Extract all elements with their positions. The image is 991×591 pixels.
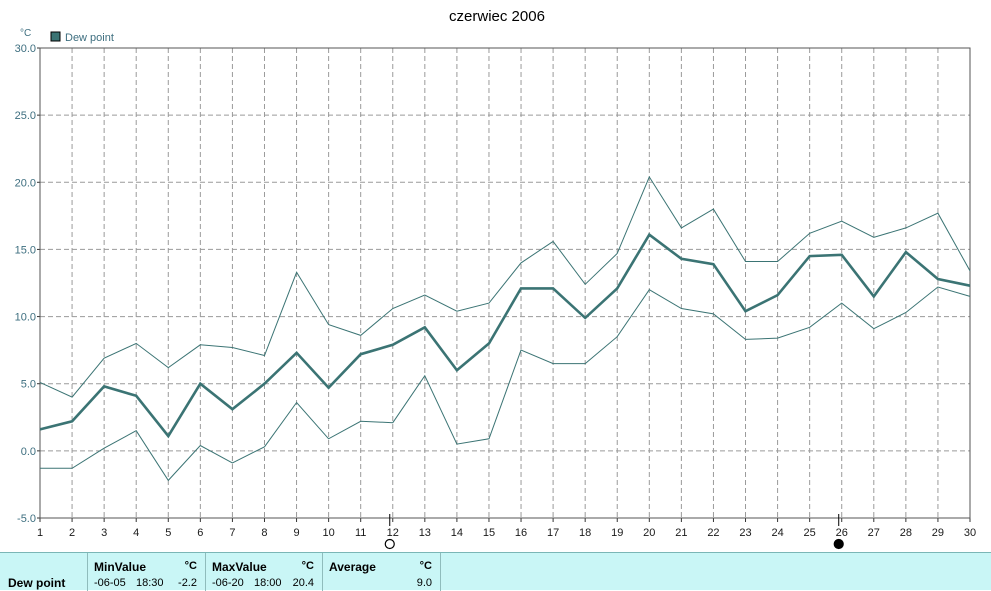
x-tick-label: 28 bbox=[900, 527, 912, 539]
x-tick-label: 26 bbox=[836, 527, 848, 539]
min-unit: °C bbox=[184, 560, 197, 572]
legend-swatch bbox=[50, 31, 61, 42]
x-tick-label: 19 bbox=[611, 527, 623, 539]
summary-max-cell: MaxValue °C -06-20 18:00 20.4 bbox=[206, 553, 323, 591]
x-tick-label: 2 bbox=[69, 527, 75, 539]
x-tick-label: 1 bbox=[37, 527, 43, 539]
x-tick-label: 25 bbox=[804, 527, 816, 539]
summary-row-label: Dew point bbox=[8, 576, 66, 590]
new-moon-icon bbox=[833, 538, 844, 550]
full-moon-icon bbox=[384, 538, 395, 550]
y-tick-label: 25.0 bbox=[15, 110, 36, 122]
x-tick-label: 8 bbox=[261, 527, 267, 539]
y-tick-label: 30.0 bbox=[15, 43, 36, 55]
summary-min-cell: MinValue °C -06-05 18:30 -2.2 bbox=[88, 553, 206, 591]
plot-frame bbox=[39, 47, 971, 519]
min-value: -2.2 bbox=[178, 577, 197, 589]
summary-avg-cell: Average °C 9.0 bbox=[323, 553, 441, 591]
x-tick-label: 24 bbox=[771, 527, 783, 539]
x-tick-label: 13 bbox=[419, 527, 431, 539]
y-tick-label: 5.0 bbox=[21, 379, 36, 391]
avg-value: 9.0 bbox=[416, 577, 432, 589]
plot-area: -5.00.05.010.015.020.025.030.01 2 3 4 5 6 7 8 9 1… bbox=[15, 43, 976, 550]
y-tick-label: -5.0 bbox=[17, 513, 36, 525]
y-tick-label: 20.0 bbox=[15, 177, 36, 189]
x-tick-label: 27 bbox=[868, 527, 880, 539]
x-tick-label: 12 bbox=[387, 527, 399, 539]
x-tick-label: 11 bbox=[355, 527, 366, 539]
x-tick-label: 16 bbox=[515, 527, 527, 539]
x-tick-label: 10 bbox=[322, 527, 334, 539]
y-axis-unit: °C bbox=[20, 28, 31, 39]
series-line-average bbox=[39, 232, 971, 439]
max-date: -06-20 bbox=[212, 577, 244, 589]
x-tick-label: 3 bbox=[101, 527, 107, 539]
x-tick-label: 14 bbox=[451, 527, 463, 539]
x-tick-label: 15 bbox=[483, 527, 495, 539]
y-tick-label: 0.0 bbox=[21, 446, 36, 458]
x-tick-label: 30 bbox=[964, 527, 976, 539]
avg-unit: °C bbox=[419, 560, 432, 572]
x-tick-label: 22 bbox=[707, 527, 719, 539]
x-tick-label: 7 bbox=[229, 527, 235, 539]
x-tick-label: 21 bbox=[675, 527, 687, 539]
x-tick-label: 18 bbox=[579, 527, 591, 539]
y-tick-label: 10.0 bbox=[15, 312, 36, 324]
y-tick-label: 15.0 bbox=[15, 244, 36, 256]
summary-panel: Dew point MinValue °C -06-05 18:30 -2.2 … bbox=[0, 552, 991, 591]
x-tick-label: 20 bbox=[643, 527, 655, 539]
x-tick-label: 4 bbox=[133, 527, 139, 539]
x-tick-label: 17 bbox=[547, 527, 559, 539]
min-date: -06-05 bbox=[94, 577, 126, 589]
chart: czerwiec 2006 °C Dew point -5.0 0.0 5.0 10.… bbox=[15, 8, 976, 550]
max-time: 18:00 bbox=[254, 577, 282, 589]
x-tick-label: 29 bbox=[932, 527, 944, 539]
x-tick-label: 9 bbox=[293, 527, 299, 539]
series-line-min bbox=[40, 286, 971, 482]
x-tick-label: 5 bbox=[165, 527, 171, 539]
x-tick-label: 6 bbox=[197, 527, 203, 539]
max-unit: °C bbox=[301, 560, 314, 572]
series-line-max bbox=[39, 175, 971, 398]
min-time: 18:30 bbox=[136, 577, 164, 589]
x-tick-label: 23 bbox=[739, 527, 751, 539]
max-header: MaxValue bbox=[212, 560, 267, 574]
min-header: MinValue bbox=[94, 560, 147, 574]
avg-header: Average bbox=[329, 560, 376, 574]
summary-row-label-cell: Dew point bbox=[0, 553, 88, 591]
chart-title: czerwiec 2006 bbox=[449, 8, 545, 25]
max-value: 20.4 bbox=[292, 577, 314, 589]
legend-label: Dew point bbox=[65, 32, 114, 44]
